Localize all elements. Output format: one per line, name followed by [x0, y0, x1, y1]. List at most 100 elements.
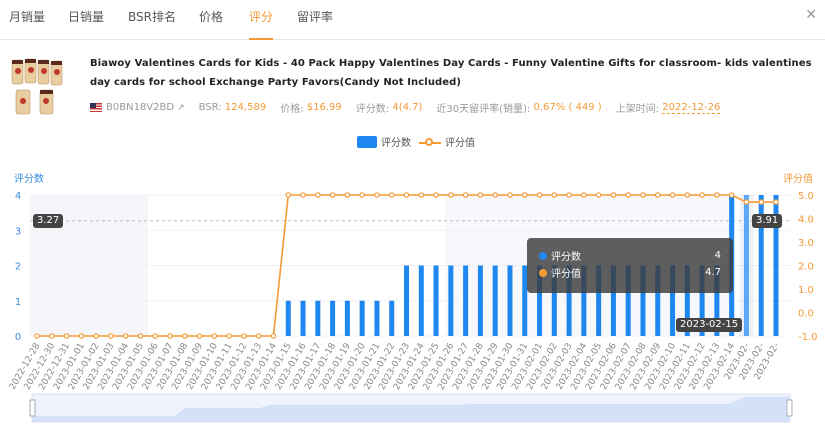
line-point: [196, 333, 203, 339]
y-tick-left: 2: [15, 262, 21, 273]
bar: [418, 265, 424, 336]
asin: B0BN18V2BD: [106, 102, 175, 113]
bar: [344, 300, 350, 336]
bar: [330, 300, 336, 336]
bar: [389, 300, 395, 336]
line-point: [226, 333, 232, 339]
bar: [374, 300, 380, 336]
line-point: [63, 333, 70, 339]
y-tick-right: 5.0: [798, 191, 814, 202]
chart-tooltip: 评分数 4 评分值 4.7: [527, 238, 733, 293]
line-point: [300, 192, 306, 198]
line-point: [699, 192, 705, 198]
price-label: 价格:: [280, 104, 304, 115]
line-point: [654, 192, 661, 198]
datazoom-preview: [32, 397, 790, 422]
line-point: [211, 333, 218, 339]
line-point: [152, 333, 159, 339]
line-point: [285, 192, 292, 198]
bar: [655, 265, 661, 336]
tab-bsr-rank[interactable]: BSR排名: [128, 10, 176, 24]
legend-line-swatch[interactable]: [419, 136, 441, 148]
line-point: [477, 192, 484, 198]
bar: [492, 265, 498, 336]
bar: [537, 265, 543, 336]
bar: [670, 265, 676, 336]
line-point: [241, 333, 247, 339]
datazoom-right-handle[interactable]: [786, 399, 793, 417]
bar: [507, 265, 513, 336]
y-tick-right: 2.0: [798, 262, 814, 273]
line-point: [388, 192, 395, 198]
tooltip-count-value: 4: [714, 250, 721, 261]
y-tick-left: 1: [15, 297, 21, 308]
tooltip-rating-label: 评分值: [551, 269, 581, 280]
line-point: [359, 192, 365, 198]
datazoom-left-handle[interactable]: [29, 399, 36, 417]
line-point: [315, 192, 321, 198]
line-point: [182, 333, 188, 339]
external-link-icon[interactable]: ↗: [177, 102, 185, 113]
line-point: [581, 192, 587, 198]
bar: [773, 195, 779, 336]
y-tick-left: 3: [15, 226, 21, 237]
tooltip-count-dot: [539, 251, 547, 260]
y-tick-right: 3.0: [798, 238, 814, 249]
rating-label: 评分数:: [355, 104, 390, 115]
bar: [758, 195, 764, 336]
tooltip-count-label: 评分数: [551, 252, 581, 263]
y-tick-left: 0: [15, 332, 21, 343]
close-icon[interactable]: ✕: [805, 7, 817, 23]
line-point: [492, 192, 498, 198]
bar: [714, 265, 720, 336]
tab-rating[interactable]: 评分: [249, 9, 274, 40]
legend-count[interactable]: 评分数: [381, 138, 411, 149]
bar: [551, 265, 557, 336]
tab-monthly-sales[interactable]: 月销量: [9, 10, 46, 24]
line-point: [595, 192, 602, 198]
line-point: [610, 192, 617, 198]
product-info: B0BN18V2BD ↗ BSR: 124,589 价格: $16.99 评分数…: [90, 100, 721, 115]
line-point: [433, 192, 439, 198]
bar: [581, 265, 587, 336]
line-point: [566, 192, 572, 198]
us-flag-icon: [90, 103, 102, 112]
legend-bar-swatch[interactable]: [357, 135, 377, 148]
bar: [566, 265, 572, 336]
line-point: [374, 192, 380, 198]
bar: [463, 265, 469, 336]
line-point: [743, 199, 750, 205]
listed-label: 上架时间:: [615, 104, 660, 115]
review-rate-value: 0.67% ( 449 ): [533, 102, 602, 113]
chart-legend: 评分数 评分值: [357, 134, 475, 149]
line-point: [536, 192, 543, 198]
line-point: [403, 192, 410, 198]
product-title[interactable]: Biawoy Valentines Cards for Kids - 40 Pa…: [90, 58, 812, 88]
line-point: [122, 333, 129, 339]
bsr-value: 124,589: [224, 102, 267, 113]
line-point: [462, 192, 469, 198]
line-point: [255, 333, 262, 339]
line-point: [329, 192, 336, 198]
bar: [285, 300, 291, 336]
tab-review-rate[interactable]: 留评率: [297, 10, 334, 24]
tooltip-rating-value: 4.7: [705, 267, 721, 278]
bar: [625, 265, 631, 336]
bar: [448, 265, 454, 336]
bar: [477, 265, 483, 336]
bar: [433, 265, 439, 336]
bar: [743, 195, 749, 336]
line-point: [344, 192, 351, 198]
y-tick-right: 4.0: [798, 215, 814, 226]
tab-bar: 月销量 日销量 BSR排名 价格 评分 留评率 ✕: [0, 0, 825, 40]
y-tick-left: 4: [15, 191, 21, 202]
tab-daily-sales[interactable]: 日销量: [68, 10, 105, 24]
legend-rating[interactable]: 评分值: [445, 138, 475, 149]
y-tick-right: 1.0: [798, 285, 814, 296]
tab-price[interactable]: 价格: [199, 10, 224, 24]
line-point: [669, 192, 676, 198]
line-point: [521, 192, 528, 198]
line-point: [78, 333, 85, 339]
listed-date[interactable]: 2022-12-26: [662, 101, 721, 114]
